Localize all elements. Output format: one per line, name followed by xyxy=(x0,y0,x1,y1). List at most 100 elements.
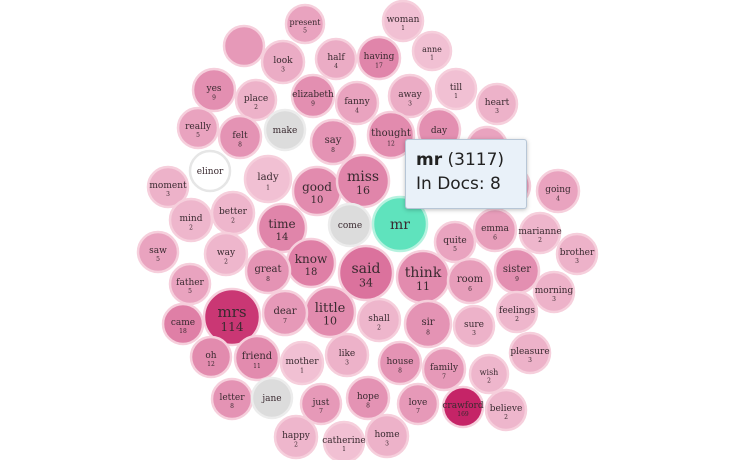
bubble-jane[interactable]: jane xyxy=(250,376,294,420)
bubble-word-label: moment xyxy=(149,181,187,191)
bubble-count-label: 14 xyxy=(276,232,289,243)
bubble-circle xyxy=(314,37,358,81)
bubble-circle xyxy=(441,385,485,429)
bubble-circle xyxy=(168,197,214,243)
tooltip-title-line: mr (3117) xyxy=(416,148,516,172)
bubble-count-label: 2 xyxy=(377,324,381,331)
bubble-count-label: 3 xyxy=(408,100,412,107)
bubble-circle xyxy=(250,376,294,420)
bubble-circle xyxy=(475,82,519,126)
bubble-word-label: dear xyxy=(273,306,296,317)
bubble-count-label: 17 xyxy=(375,62,383,69)
bubble-count-label: 12 xyxy=(387,140,395,147)
bubble-word-label: little xyxy=(315,301,346,316)
bubble-circle xyxy=(434,67,478,111)
bubble-circle xyxy=(273,414,319,460)
bubble-count-label: 7 xyxy=(416,408,420,415)
bubble-word-label: elizabeth xyxy=(292,90,334,100)
bubble-circle xyxy=(532,270,576,314)
bubble-circle xyxy=(324,332,370,378)
bubble-count-label: 8 xyxy=(426,329,430,336)
bubble-count-label: 12 xyxy=(207,361,215,368)
bubble-unlabeled[interactable] xyxy=(222,24,266,68)
bubble-make[interactable]: make xyxy=(263,108,307,152)
bubble-circle xyxy=(284,3,326,45)
bubble-mr[interactable]: mr xyxy=(371,195,429,253)
bubble-word-label: crawford xyxy=(442,401,483,411)
bubble-elinor[interactable]: elinor xyxy=(188,149,232,193)
bubble-word-label: pleasure xyxy=(510,347,549,357)
bubble-circle xyxy=(261,289,309,337)
bubble-count-label: 8 xyxy=(331,147,335,154)
bubble-circle xyxy=(217,114,263,160)
bubble-come[interactable]: come xyxy=(327,202,373,248)
bubble-word-label: present xyxy=(290,18,322,27)
bubble-count-label: 3 xyxy=(495,108,499,115)
